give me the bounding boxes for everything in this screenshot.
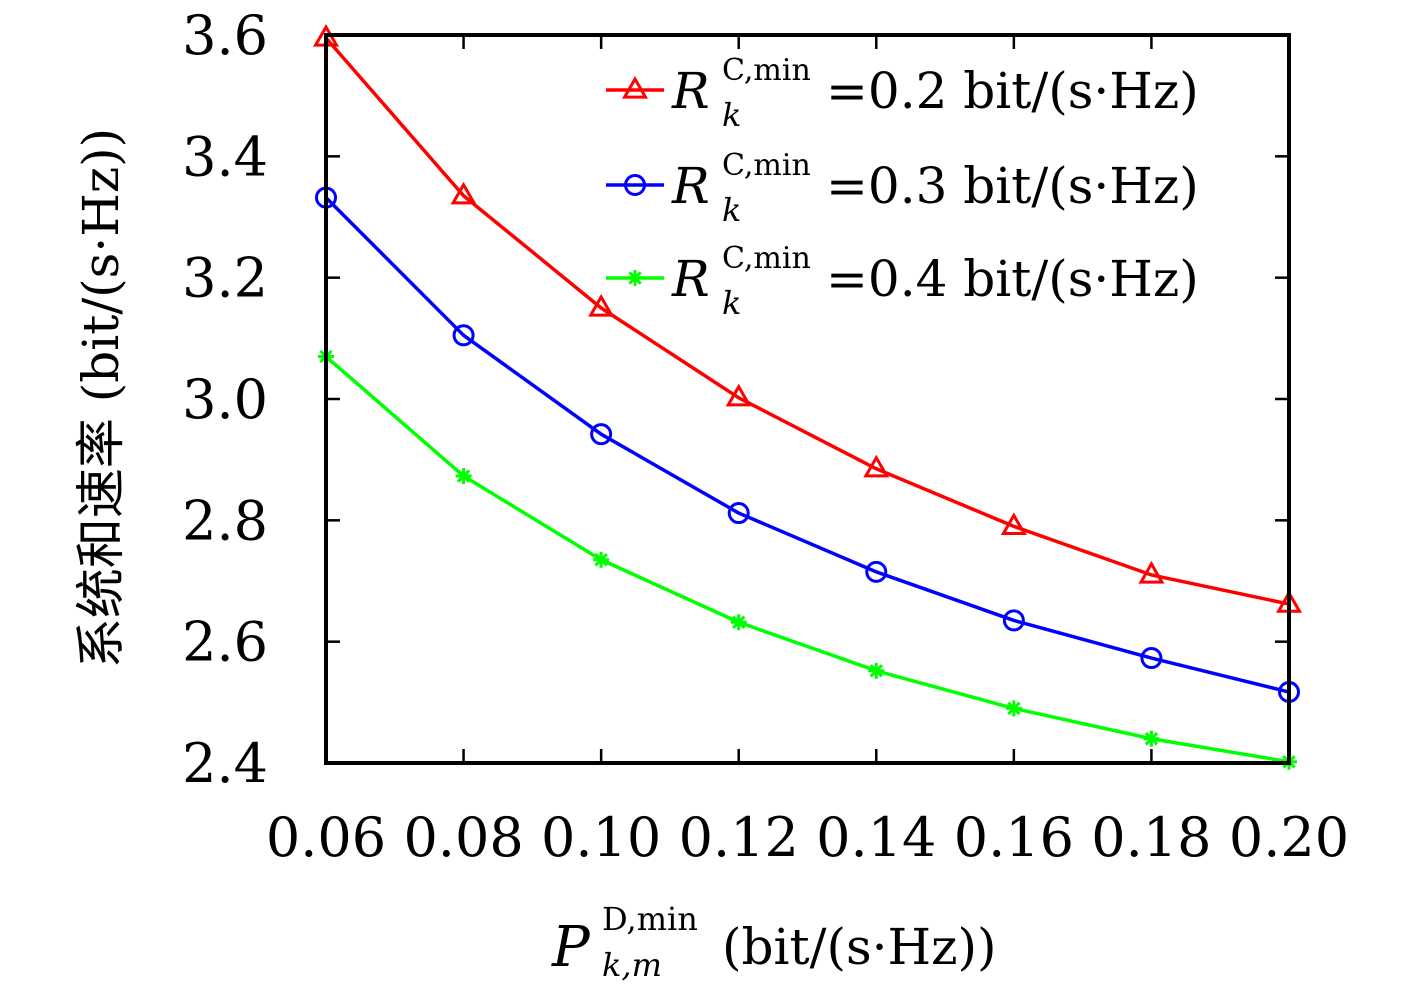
legend-subscript: k <box>722 284 741 322</box>
y-tick-label: 3.4 <box>182 125 268 188</box>
legend-symbol: R <box>671 157 710 215</box>
series-line <box>324 196 1290 694</box>
data-point-circle <box>1140 647 1163 670</box>
series-layer <box>312 24 1303 770</box>
x-tick-label: 0.18 <box>1091 806 1211 869</box>
x-axis-label-superscript: D,min <box>602 900 698 938</box>
x-axis-label: P D,min k,m (bit/(s·Hz)) <box>551 900 996 984</box>
data-point-circle <box>1002 609 1025 632</box>
y-tick-label: 2.8 <box>182 489 268 552</box>
data-point-circle <box>452 324 475 347</box>
data-point-asterisk <box>1143 730 1160 747</box>
y-tick-label: 3.0 <box>182 368 268 431</box>
data-point-triangle <box>1000 512 1027 536</box>
tick-labels: 2.4 2.6 2.8 3.0 3.2 3.4 3.6 0.06 0.08 0.10 0.12 0.1… <box>182 4 1349 869</box>
y-tick-label: 3.2 <box>182 247 268 310</box>
x-tick-label: 0.16 <box>954 806 1074 869</box>
series-line <box>324 36 1290 606</box>
legend-label: =0.2 bit/(s·Hz) <box>826 62 1199 120</box>
legend-subscript: k <box>722 191 741 229</box>
data-point-asterisk <box>868 662 885 679</box>
legend-superscript: C,min <box>722 53 811 88</box>
data-point-triangle <box>1138 560 1165 584</box>
data-point-triangle <box>450 181 477 205</box>
legend-entry: R C,min k =0.4 bit/(s·Hz) <box>606 241 1199 322</box>
legend-superscript: C,min <box>722 241 811 276</box>
y-tick-label: 3.6 <box>182 4 268 67</box>
legend-symbol: R <box>671 250 710 308</box>
legend-superscript: C,min <box>722 148 811 183</box>
x-axis-label-subscript: k,m <box>602 946 662 984</box>
data-point-asterisk <box>593 551 610 568</box>
data-point-circle <box>624 174 646 196</box>
data-point-triangle <box>725 383 752 407</box>
x-tick-label: 0.12 <box>679 806 799 869</box>
data-point-asterisk <box>627 270 643 286</box>
plot-frame <box>324 33 1291 765</box>
data-point-triangle <box>863 454 890 478</box>
legend: R C,min k =0.2 bit/(s·Hz) R C,min k =0.3 bit/(s… <box>606 53 1199 322</box>
data-point-asterisk <box>455 468 472 485</box>
x-tick-label: 0.20 <box>1229 806 1349 869</box>
legend-label: =0.4 bit/(s·Hz) <box>826 250 1199 308</box>
x-axis-label-units: (bit/(s·Hz)) <box>722 918 996 976</box>
data-point-triangle <box>588 293 615 317</box>
x-tick-label: 0.06 <box>266 806 386 869</box>
data-point-asterisk <box>730 614 747 631</box>
data-point-asterisk <box>1005 700 1022 717</box>
x-tick-label: 0.14 <box>816 806 936 869</box>
y-tick-label: 2.4 <box>182 732 268 795</box>
legend-symbol: R <box>671 62 710 120</box>
series-1 <box>312 24 1303 613</box>
legend-subscript: k <box>722 96 741 134</box>
legend-label: =0.3 bit/(s·Hz) <box>826 157 1199 215</box>
legend-entry: R C,min k =0.3 bit/(s·Hz) <box>606 148 1199 229</box>
series-3 <box>318 348 1297 770</box>
data-point-circle <box>590 423 613 446</box>
series-line <box>324 355 1290 764</box>
x-tick-label: 0.08 <box>403 806 523 869</box>
legend-entry: R C,min k =0.2 bit/(s·Hz) <box>606 53 1199 134</box>
y-tick-label: 2.6 <box>182 611 268 674</box>
data-point-circle <box>865 560 888 583</box>
data-point-triangle <box>621 75 649 99</box>
data-point-circle <box>727 502 750 525</box>
x-tick-label: 0.10 <box>541 806 661 869</box>
y-axis-label: 系统和速率 (bit/(s·Hz)) <box>72 128 130 668</box>
x-axis-label-symbol: P <box>551 915 591 980</box>
